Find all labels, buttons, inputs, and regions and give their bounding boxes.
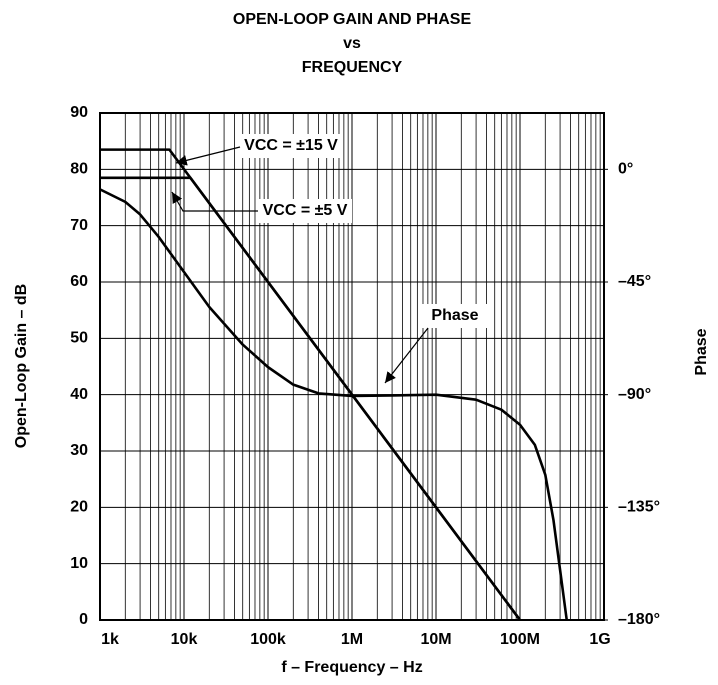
- plot-area: 1k 10k 100k 1M 10M 100M 1G 0 10 20 30 40 50 60 70 80 90 0…: [70, 104, 660, 648]
- y-tick-label: 70: [70, 217, 88, 234]
- y2-tick-label: –135°: [618, 499, 660, 516]
- y-tick-label: 90: [70, 104, 88, 121]
- series-line: [99, 188, 569, 621]
- y-tick-label: 10: [70, 555, 88, 572]
- x-tick-label: 1M: [341, 631, 363, 648]
- y-tick-label: 50: [70, 330, 88, 347]
- plot-frame: [99, 112, 605, 621]
- x-tick-label: 1k: [101, 631, 119, 648]
- annotations: VCC = ±15 V VCC = ±5 V Phase: [171, 134, 490, 384]
- y2-tick-label: –45°: [618, 273, 651, 290]
- x-axis-label: f – Frequency – Hz: [281, 659, 422, 676]
- series-label: VCC = ±5 V: [263, 202, 348, 219]
- y-tick-label: 0: [79, 611, 88, 628]
- chart-title: vs: [343, 35, 361, 52]
- x-tick-label: 1G: [589, 631, 610, 648]
- chart-title: OPEN-LOOP GAIN AND PHASE: [233, 11, 472, 28]
- label-box: [258, 199, 352, 223]
- x-tick-label: 10M: [420, 631, 451, 648]
- label-box: [420, 304, 490, 328]
- chart-title: FREQUENCY: [302, 59, 403, 76]
- label-box: [240, 134, 342, 158]
- y-tick-label: 30: [70, 442, 88, 459]
- y-tick-label: 40: [70, 386, 88, 403]
- series-line: [100, 176, 522, 621]
- arrow: [175, 146, 241, 166]
- y-tick-label: 20: [70, 499, 88, 516]
- y2-tick-label: –90°: [618, 386, 651, 403]
- series-label: VCC = ±15 V: [244, 137, 338, 154]
- arrow: [171, 191, 258, 212]
- y2-tick-label: 0°: [618, 161, 633, 178]
- y-tick-label: 60: [70, 273, 88, 290]
- x-tick-label: 100k: [250, 631, 286, 648]
- y2-axis-label: Phase: [693, 328, 710, 375]
- y2-tick-label: –180°: [618, 611, 660, 628]
- arrow: [384, 327, 429, 384]
- x-tick-label: 10k: [171, 631, 198, 648]
- x-tick-label: 100M: [500, 631, 540, 648]
- y-axis-label: Open-Loop Gain – dB: [13, 284, 30, 448]
- series-label: Phase: [431, 307, 478, 324]
- y-tick-label: 80: [70, 161, 88, 178]
